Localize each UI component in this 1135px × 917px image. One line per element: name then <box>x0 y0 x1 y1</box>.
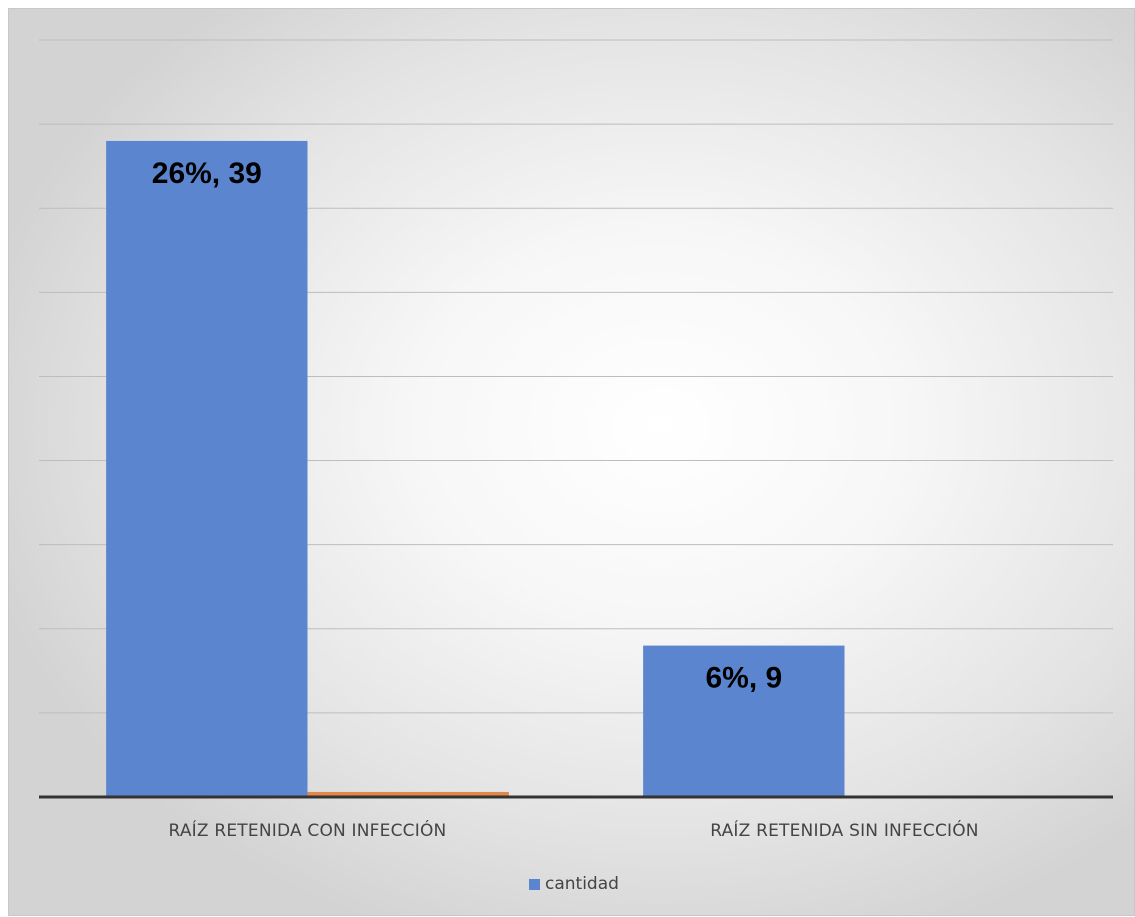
chart-frame: 26%, 39 6%, 9 RAÍZ RETENIDA CON INFECCIÓN… <box>8 8 1135 916</box>
bar-cantidad-1 <box>643 645 845 797</box>
category-label-0: RAÍZ RETENIDA CON INFECCIÓN <box>169 819 447 841</box>
data-label-0: 26%, 39 <box>152 157 262 190</box>
legend-swatch-cantidad <box>529 878 540 890</box>
bar-cantidad-0 <box>106 140 308 797</box>
legend-label-cantidad: cantidad <box>545 874 619 894</box>
legend: cantidad <box>529 874 619 894</box>
bar-chart: 26%, 39 6%, 9 RAÍZ RETENIDA CON INFECCIÓN… <box>39 39 1113 841</box>
bar-series-1-0 <box>307 791 509 797</box>
category-label-1: RAÍZ RETENIDA SIN INFECCIÓN <box>710 819 978 841</box>
data-labels: 26%, 39 6%, 9 <box>152 157 782 695</box>
data-label-1: 6%, 9 <box>705 662 782 695</box>
bars <box>106 140 845 797</box>
category-labels: RAÍZ RETENIDA CON INFECCIÓN RAÍZ RETENIDA… <box>169 819 979 841</box>
